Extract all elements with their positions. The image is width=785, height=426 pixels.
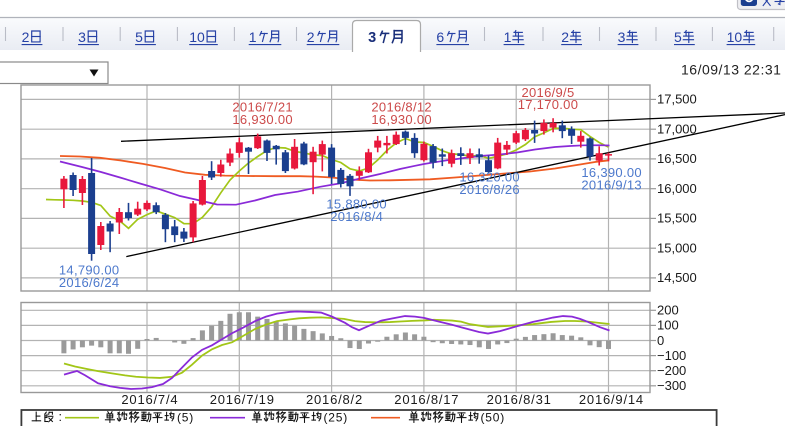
svg-text::: : — [59, 410, 62, 424]
svg-text:17,500: 17,500 — [657, 92, 697, 107]
svg-text:2016/8/31: 2016/8/31 — [487, 392, 552, 407]
svg-text:−100: −100 — [657, 348, 686, 363]
svg-text:14,790.00: 14,790.00 — [59, 263, 120, 278]
svg-text:2016/8/4: 2016/8/4 — [330, 209, 383, 224]
svg-text:2: 2 — [307, 29, 315, 45]
svg-text:15,880.00: 15,880.00 — [326, 197, 387, 212]
svg-text:3: 3 — [78, 29, 86, 45]
svg-text:16,500: 16,500 — [657, 151, 697, 166]
svg-text:−200: −200 — [657, 363, 686, 378]
svg-text:(25): (25) — [324, 410, 349, 424]
svg-text:2016/6/24: 2016/6/24 — [59, 275, 120, 290]
svg-text:16,390.00: 16,390.00 — [581, 165, 642, 180]
svg-text:0: 0 — [657, 333, 664, 348]
svg-text:2016/8/26: 2016/8/26 — [459, 182, 520, 197]
svg-text:100: 100 — [657, 318, 679, 333]
svg-text:14,500: 14,500 — [657, 270, 697, 285]
svg-text:3: 3 — [618, 29, 626, 45]
svg-text:3: 3 — [368, 30, 377, 46]
svg-text:16,320.00: 16,320.00 — [459, 170, 520, 185]
svg-text:16,000: 16,000 — [657, 181, 697, 196]
svg-text:1: 1 — [249, 29, 257, 45]
svg-text:2016/8/12: 2016/8/12 — [371, 100, 432, 115]
svg-text:5: 5 — [135, 29, 143, 45]
svg-text:2016/9/5: 2016/9/5 — [522, 85, 575, 100]
svg-text:16/09/13 22:31: 16/09/13 22:31 — [681, 62, 781, 78]
svg-text:10: 10 — [189, 29, 205, 45]
svg-text:15,000: 15,000 — [657, 241, 697, 256]
svg-text:2016/9/13: 2016/9/13 — [581, 177, 642, 192]
svg-text:10: 10 — [727, 29, 743, 45]
svg-text:2016/9/14: 2016/9/14 — [579, 392, 644, 407]
svg-text:(50): (50) — [481, 410, 506, 424]
svg-text:200: 200 — [657, 303, 679, 318]
svg-text:2: 2 — [561, 29, 569, 45]
svg-text:2016/7/4: 2016/7/4 — [121, 392, 178, 407]
svg-text:17,170.00: 17,170.00 — [518, 97, 579, 112]
svg-text:2016/8/17: 2016/8/17 — [394, 392, 459, 407]
svg-text:(5): (5) — [177, 410, 194, 424]
svg-text:1: 1 — [504, 29, 512, 45]
svg-text:2: 2 — [22, 29, 30, 45]
svg-text:−300: −300 — [657, 378, 686, 393]
svg-text:16,930.00: 16,930.00 — [371, 112, 432, 127]
svg-text:17,000: 17,000 — [657, 122, 697, 137]
svg-text:5: 5 — [674, 29, 682, 45]
svg-text:2016/8/2: 2016/8/2 — [306, 392, 363, 407]
svg-text:15,500: 15,500 — [657, 211, 697, 226]
svg-text:2016/7/21: 2016/7/21 — [232, 100, 293, 115]
svg-text:2016/7/19: 2016/7/19 — [210, 392, 275, 407]
svg-text:16,930.00: 16,930.00 — [232, 112, 293, 127]
svg-text:6: 6 — [436, 29, 444, 45]
